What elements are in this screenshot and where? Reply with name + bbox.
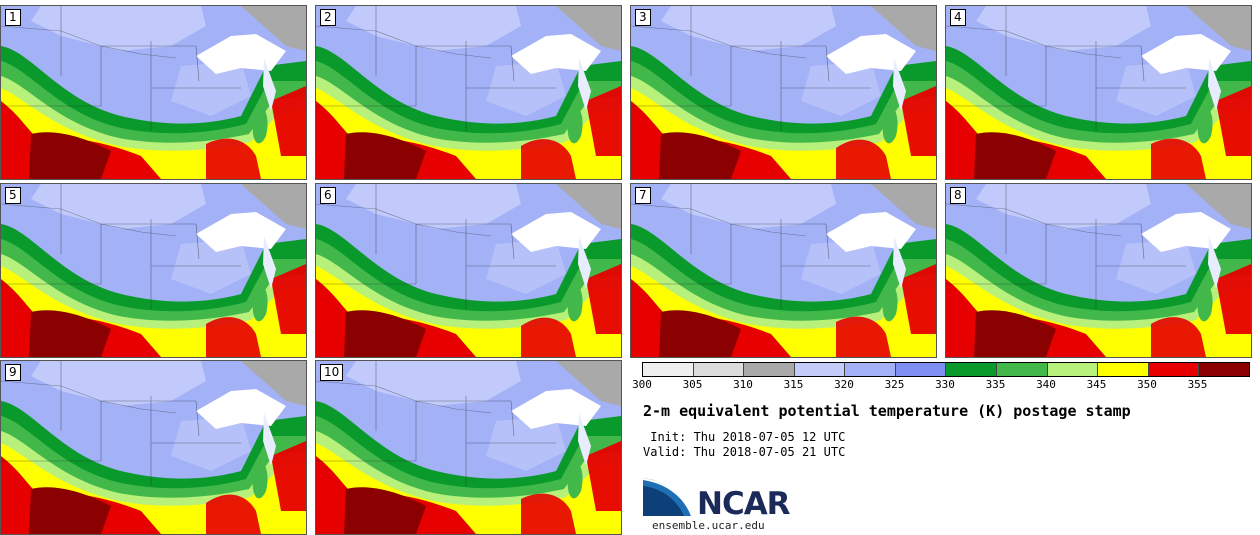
colorbar-tick-label: 325 bbox=[884, 378, 905, 391]
stamp-number: 6 bbox=[320, 187, 336, 204]
postage-stamp-map: 7 bbox=[630, 183, 937, 358]
colorbar-tick-label: 305 bbox=[682, 378, 703, 391]
colorbar-segment bbox=[1098, 363, 1149, 376]
stamp-number: 10 bbox=[320, 364, 344, 381]
colorbar-tick-label: 340 bbox=[1036, 378, 1056, 391]
ncar-logo-text: NCAR bbox=[697, 486, 791, 522]
colorbar-segment bbox=[895, 363, 947, 376]
postage-stamp-map: 2 bbox=[315, 5, 622, 180]
colorbar-tick-label: 335 bbox=[985, 378, 1006, 391]
colorbar-segment bbox=[1148, 363, 1200, 376]
colorbar-tick-label: 310 bbox=[733, 378, 753, 391]
init-time: Init: Thu 2018-07-05 12 UTC bbox=[643, 430, 846, 444]
colorbar-segment bbox=[643, 363, 694, 376]
colorbar-tick-label: 315 bbox=[783, 378, 804, 391]
colorbar-segment bbox=[946, 363, 998, 376]
ncar-logo-icon bbox=[642, 478, 693, 517]
colorbar-segment bbox=[845, 363, 896, 376]
stamp-number: 2 bbox=[320, 9, 336, 26]
postage-stamp-map: 3 bbox=[630, 5, 937, 180]
valid-time: Valid: Thu 2018-07-05 21 UTC bbox=[643, 445, 846, 459]
postage-stamp-map: 4 bbox=[945, 5, 1252, 180]
postage-stamp-map: 9 bbox=[0, 360, 307, 535]
stamp-number: 4 bbox=[950, 9, 966, 26]
stamp-number: 1 bbox=[5, 9, 21, 26]
colorbar-segment bbox=[744, 363, 795, 376]
colorbar-tick-label: 355 bbox=[1187, 378, 1208, 391]
stamp-number: 5 bbox=[5, 187, 21, 204]
colorbar bbox=[642, 362, 1250, 377]
postage-stamp-map: 1 bbox=[0, 5, 307, 180]
stamp-number: 9 bbox=[5, 364, 21, 381]
colorbar-segment bbox=[1047, 363, 1099, 376]
colorbar-tick-label: 320 bbox=[834, 378, 854, 391]
colorbar-tick-label: 350 bbox=[1137, 378, 1157, 391]
postage-stamp-map: 10 bbox=[315, 360, 622, 535]
colorbar-segment bbox=[693, 363, 745, 376]
colorbar-segment bbox=[997, 363, 1048, 376]
postage-stamp-map: 5 bbox=[0, 183, 307, 358]
figure-title: 2-m equivalent potential temperature (K)… bbox=[643, 402, 1131, 420]
postage-stamp-map: 6 bbox=[315, 183, 622, 358]
colorbar-tick-label: 345 bbox=[1086, 378, 1107, 391]
colorbar-segment bbox=[794, 363, 846, 376]
site-url: ensemble.ucar.edu bbox=[652, 519, 765, 532]
stamp-number: 8 bbox=[950, 187, 966, 204]
stamp-number: 3 bbox=[635, 9, 651, 26]
stamp-number: 7 bbox=[635, 187, 651, 204]
colorbar-tick-label: 330 bbox=[935, 378, 955, 391]
colorbar-segment bbox=[1199, 363, 1249, 376]
colorbar-tick-label: 300 bbox=[632, 378, 652, 391]
postage-stamp-map: 8 bbox=[945, 183, 1252, 358]
